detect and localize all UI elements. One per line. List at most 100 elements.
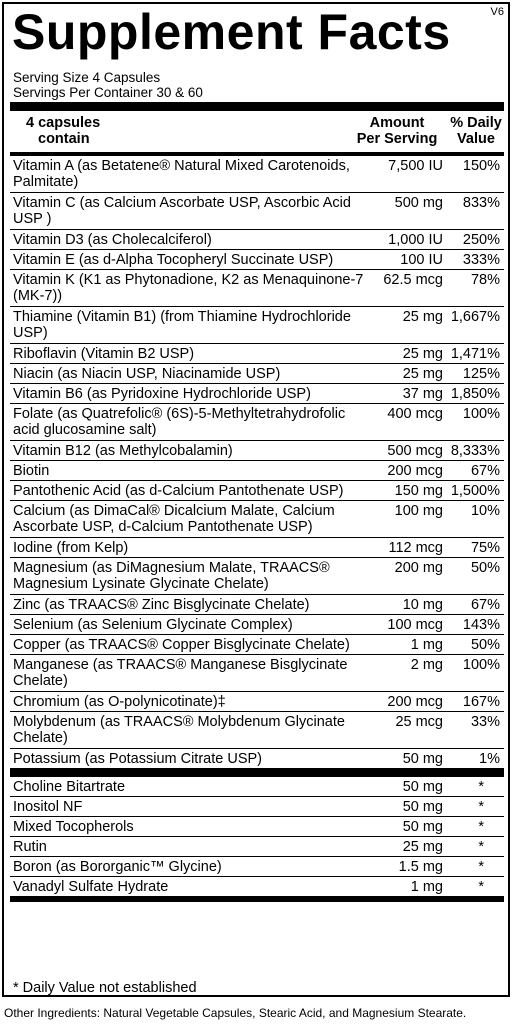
ingredient-name: Magnesium (as DiMagnesium Malate, TRAACS… <box>13 560 330 592</box>
daily-value: 10% <box>470 503 500 519</box>
nutrient-row: Riboflavin (Vitamin B2 USP) 25 mg 1,471% <box>10 344 504 364</box>
nutrient-row: Vitamin K (K1 as Phytonadione, K2 as Men… <box>10 270 504 307</box>
nutrient-row: Vitamin D3 (as Cholecalciferol) 1,000 IU 2… <box>10 230 504 250</box>
daily-value: 833% <box>462 195 500 211</box>
nutrient-row: Manganese (as TRAACS® Manganese Bisglyci… <box>10 655 504 692</box>
thick-rule-top <box>10 102 504 111</box>
other-row: Mixed Tocopherols 50 mg * <box>10 817 504 837</box>
header-amount-line1: Amount <box>369 115 425 131</box>
ingredient-name: Potassium (as Potassium Citrate USP) <box>13 751 262 767</box>
header-contain: 4 capsules contain <box>26 115 100 147</box>
amount-per-serving: 500 mcg <box>387 443 443 459</box>
nutrient-row: Niacin (as Niacin USP, Niacinamide USP) 2… <box>10 364 504 384</box>
nutrient-row: Vitamin E (as d-Alpha Tocopheryl Succina… <box>10 250 504 270</box>
daily-value: 100% <box>462 406 500 422</box>
nutrient-row: Copper (as TRAACS® Copper Bisglycinate C… <box>10 635 504 655</box>
nutrient-row: Folate (as Quatrefolic® (6S)-5-Methyltet… <box>10 404 504 441</box>
amount-per-serving: 112 mcg <box>388 540 443 556</box>
nutrient-row: Magnesium (as DiMagnesium Malate, TRAACS… <box>10 558 504 595</box>
amount-per-serving: 25 mcg <box>395 714 443 730</box>
ingredient-name: Selenium (as Selenium Glycinate Complex) <box>13 617 293 633</box>
ingredient-name: Mixed Tocopherols <box>13 819 134 835</box>
other-ingredients: Other Ingredients: Natural Vegetable Cap… <box>4 1006 467 1020</box>
ingredient-name: Vitamin C (as Calcium Ascorbate USP, Asc… <box>13 195 351 227</box>
amount-per-serving: 25 mg <box>402 366 443 382</box>
thick-rule-bottom <box>10 896 504 902</box>
ingredient-name: Copper (as TRAACS® Copper Bisglycinate C… <box>13 637 350 653</box>
amount-per-serving: 1 mg <box>410 879 443 895</box>
other-row: Vanadyl Sulfate Hydrate 1 mg * <box>10 877 504 897</box>
amount-per-serving: 200 mcg <box>387 463 443 479</box>
nutrient-row: Calcium (as DimaCal® Dicalcium Malate, C… <box>10 501 504 538</box>
daily-value: 100% <box>462 657 500 673</box>
other-row: Boron (as Bororganic™ Glycine) 1.5 mg * <box>10 857 504 877</box>
ingredient-name: Thiamine (Vitamin B1) (from Thiamine Hyd… <box>13 309 351 341</box>
amount-per-serving: 50 mg <box>402 799 443 815</box>
other-row: Inositol NF 50 mg * <box>10 797 504 817</box>
nutrient-row: Molybdenum (as TRAACS® Molybdenum Glycin… <box>10 712 504 749</box>
nutrient-row: Selenium (as Selenium Glycinate Complex)… <box>10 615 504 635</box>
nutrient-row: Vitamin C (as Calcium Ascorbate USP, Asc… <box>10 193 504 230</box>
daily-value: 250% <box>462 232 500 248</box>
amount-per-serving: 100 mg <box>394 503 443 519</box>
nutrient-row: Vitamin B12 (as Methylcobalamin) 500 mcg 8… <box>10 441 504 461</box>
daily-value: 33% <box>470 714 500 730</box>
supplement-facts-panel: Supplement Facts V6 Serving Size 4 Capsu… <box>2 2 510 997</box>
nutrient-row: Chromium (as O-polynicotinate)‡ 200 mcg 16… <box>10 692 504 712</box>
ingredient-name: Boron (as Bororganic™ Glycine) <box>13 859 222 875</box>
daily-value: 50% <box>470 560 500 576</box>
daily-value: * <box>478 799 484 815</box>
nutrient-row: Iodine (from Kelp) 112 mcg 75% <box>10 538 504 558</box>
header-dv-line1: % Daily <box>450 115 502 131</box>
amount-per-serving: 50 mg <box>402 779 443 795</box>
ingredient-name: Folate (as Quatrefolic® (6S)-5-Methyltet… <box>13 406 346 438</box>
daily-value: 67% <box>470 463 500 479</box>
ingredient-name: Iodine (from Kelp) <box>13 540 129 556</box>
nutrient-row: Vitamin B6 (as Pyridoxine Hydrochloride … <box>10 384 504 404</box>
other-row: Rutin 25 mg * <box>10 837 504 857</box>
ingredient-name: Zinc (as TRAACS® Zinc Bisglycinate Chela… <box>13 597 310 613</box>
ingredient-name: Vanadyl Sulfate Hydrate <box>13 879 169 895</box>
rule-under-header <box>10 152 504 156</box>
amount-per-serving: 1 mg <box>410 637 443 653</box>
ingredient-name: Niacin (as Niacin USP, Niacinamide USP) <box>13 366 281 382</box>
header-amount-line2: Per Serving <box>356 131 438 147</box>
amount-per-serving: 100 IU <box>400 252 443 268</box>
footnote: * Daily Value not established <box>13 980 197 996</box>
ingredient-name: Vitamin B12 (as Methylcobalamin) <box>13 443 233 459</box>
daily-value: 1,500% <box>450 483 500 499</box>
other-row: Choline Bitartrate 50 mg * <box>10 777 504 797</box>
nutrient-row: Thiamine (Vitamin B1) (from Thiamine Hyd… <box>10 307 504 344</box>
nutrient-row: Biotin 200 mcg 67% <box>10 461 504 481</box>
amount-per-serving: 2 mg <box>410 657 443 673</box>
daily-value: 1% <box>479 751 500 767</box>
amount-per-serving: 25 mg <box>402 346 443 362</box>
amount-per-serving: 150 mg <box>394 483 443 499</box>
servings-per-container: Servings Per Container 30 & 60 <box>13 85 203 100</box>
ingredient-name: Chromium (as O-polynicotinate)‡ <box>13 694 226 710</box>
daily-value: 167% <box>462 694 500 710</box>
amount-per-serving: 62.5 mcg <box>383 272 443 288</box>
daily-value: 67% <box>470 597 500 613</box>
ingredient-name: Vitamin K (K1 as Phytonadione, K2 as Men… <box>13 272 364 304</box>
daily-value: 1,471% <box>450 346 500 362</box>
nutrient-row: Zinc (as TRAACS® Zinc Bisglycinate Chela… <box>10 595 504 615</box>
amount-per-serving: 500 mg <box>394 195 443 211</box>
daily-value: * <box>478 779 484 795</box>
header-dv-line2: Value <box>457 131 495 147</box>
ingredient-name: Calcium (as DimaCal® Dicalcium Malate, C… <box>13 503 335 535</box>
ingredient-name: Biotin <box>13 463 50 479</box>
ingredient-name: Vitamin A (as Betatene® Natural Mixed Ca… <box>13 158 350 190</box>
ingredient-name: Inositol NF <box>13 799 83 815</box>
header-amount: Amount Per Serving <box>352 115 442 147</box>
daily-value: 75% <box>470 540 500 556</box>
ingredient-name: Riboflavin (Vitamin B2 USP) <box>13 346 195 362</box>
amount-per-serving: 37 mg <box>402 386 443 402</box>
amount-per-serving: 50 mg <box>402 819 443 835</box>
amount-per-serving: 10 mg <box>402 597 443 613</box>
header-contain-line1: 4 capsules <box>26 115 101 131</box>
ingredient-name: Choline Bitartrate <box>13 779 126 795</box>
daily-value: 333% <box>462 252 500 268</box>
ingredient-name: Manganese (as TRAACS® Manganese Bisglyci… <box>13 657 348 689</box>
ingredient-name: Vitamin B6 (as Pyridoxine Hydrochloride … <box>13 386 311 402</box>
